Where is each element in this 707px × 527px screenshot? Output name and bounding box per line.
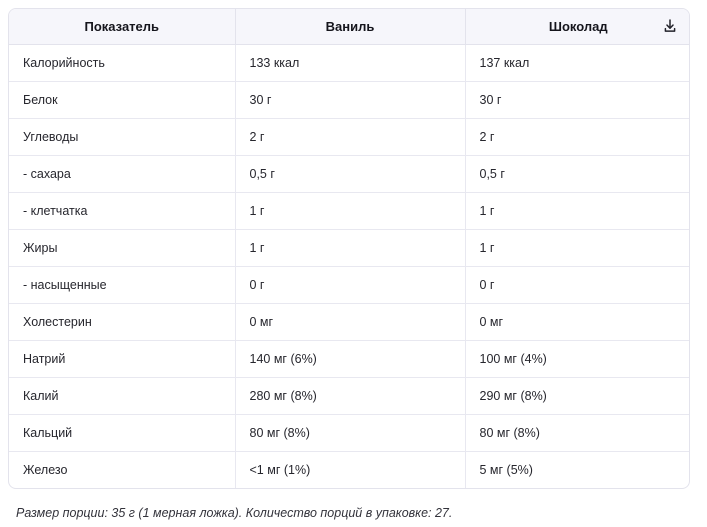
cell-metric: Калий: [9, 377, 236, 415]
cell-chocolate: 2 г: [465, 118, 689, 156]
table-row: Калорийность 133 ккал 137 ккал: [9, 44, 689, 82]
cell-chocolate: 30 г: [465, 81, 689, 119]
column-header-chocolate[interactable]: Шоколад: [465, 9, 689, 45]
cell-chocolate: 0,5 г: [465, 155, 689, 193]
cell-metric: Углеводы: [9, 118, 236, 156]
cell-chocolate: 100 мг (4%): [465, 340, 689, 378]
cell-vanilla: 140 мг (6%): [235, 340, 466, 378]
table-row: - сахара 0,5 г 0,5 г: [9, 155, 689, 193]
cell-vanilla: 0,5 г: [235, 155, 466, 193]
cell-chocolate: 1 г: [465, 229, 689, 267]
cell-metric: Кальций: [9, 414, 236, 452]
table-row: Калий 280 мг (8%) 290 мг (8%): [9, 377, 689, 415]
cell-chocolate: 290 мг (8%): [465, 377, 689, 415]
cell-vanilla: 1 г: [235, 229, 466, 267]
cell-metric: Белок: [9, 81, 236, 119]
cell-chocolate: 5 мг (5%): [479, 462, 533, 477]
cell-vanilla: 280 мг (8%): [235, 377, 466, 415]
table-row: Железо <1 мг (1%) 5 мг (5%): [9, 451, 689, 488]
table-row: Кальций 80 мг (8%) 80 мг (8%): [9, 414, 689, 452]
cell-chocolate: 0 г: [465, 266, 689, 304]
table-row: Холестерин 0 мг 0 мг: [9, 303, 689, 341]
cell-chocolate: 80 мг (8%): [465, 414, 689, 452]
cell-vanilla: 133 ккал: [235, 44, 466, 82]
table-row: Натрий 140 мг (6%) 100 мг (4%): [9, 340, 689, 378]
cell-chocolate: 1 г: [465, 192, 689, 230]
cell-vanilla: 80 мг (8%): [235, 414, 466, 452]
table-row: Белок 30 г 30 г: [9, 81, 689, 119]
table-header-row: Показатель Ваниль Шоколад: [9, 9, 689, 45]
nutrition-table-card: Показатель Ваниль Шоколад: [8, 8, 690, 489]
cell-metric: Железо: [9, 451, 236, 488]
cell-vanilla: 1 г: [235, 192, 466, 230]
cell-metric: Холестерин: [9, 303, 236, 341]
cell-vanilla: 0 мг: [235, 303, 466, 341]
cell-metric: - сахара: [9, 155, 236, 193]
download-button[interactable]: [659, 15, 681, 37]
column-header-vanilla-label: Ваниль: [325, 18, 375, 34]
cell-metric: Калорийность: [9, 44, 236, 82]
table-header: Показатель Ваниль Шоколад: [9, 9, 689, 45]
cell-metric: Натрий: [9, 340, 236, 378]
download-icon: [662, 18, 678, 34]
table-body: Калорийность 133 ккал 137 ккал Белок 30 г 30 …: [9, 44, 689, 488]
column-header-metric-label: Показатель: [84, 18, 160, 34]
cell-metric: - насыщенные: [9, 266, 236, 304]
cell-vanilla: <1 мг (1%): [235, 451, 466, 488]
cell-chocolate: 0 мг: [465, 303, 689, 341]
cell-chocolate: 137 ккал: [465, 44, 689, 82]
cell-vanilla: 30 г: [235, 81, 466, 119]
nutrition-table: Показатель Ваниль Шоколад: [9, 9, 689, 488]
serving-size-note: Размер порции: 35 г (1 мерная ложка). Ко…: [16, 506, 453, 520]
column-header-vanilla[interactable]: Ваниль: [235, 9, 466, 45]
cell-vanilla: 0 г: [235, 266, 466, 304]
column-header-metric[interactable]: Показатель: [9, 9, 236, 45]
cell-metric: - клетчатка: [9, 192, 236, 230]
cell-metric: Жиры: [9, 229, 236, 267]
column-header-chocolate-label: Шоколад: [548, 18, 608, 34]
cell-vanilla: 2 г: [235, 118, 466, 156]
